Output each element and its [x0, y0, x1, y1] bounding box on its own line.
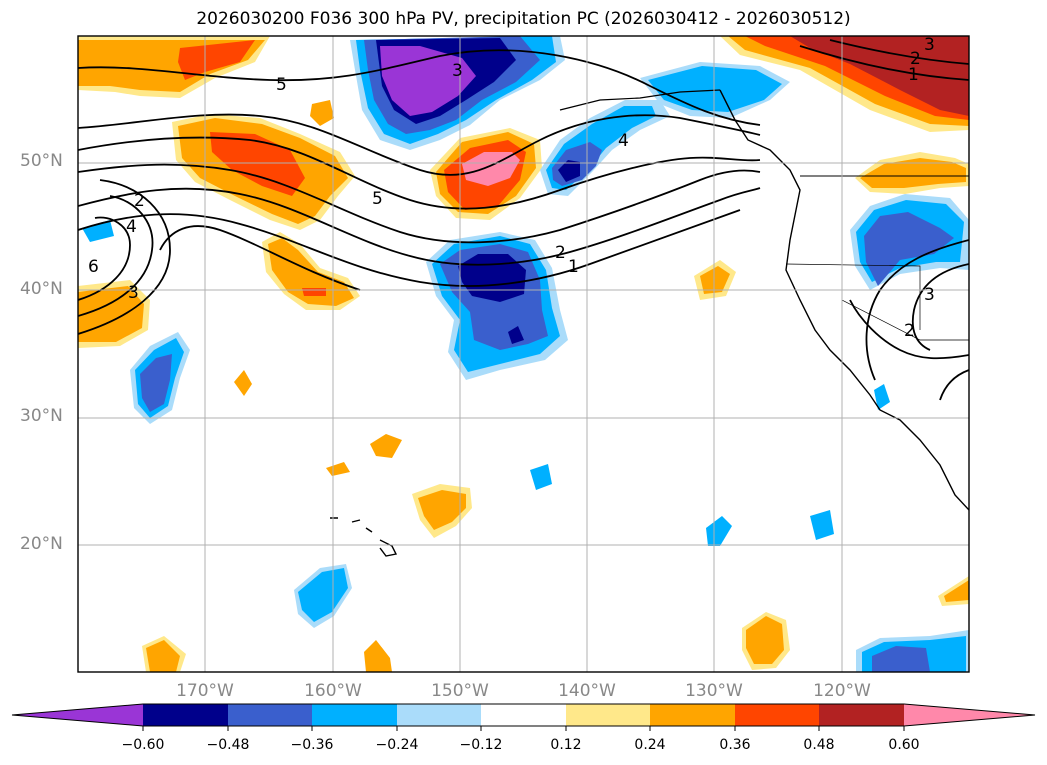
colorbar-extend-low [12, 704, 143, 726]
coastline [719, 89, 969, 511]
lat-label-20n: 20°N [20, 534, 63, 554]
anomaly-170w-blue [140, 354, 172, 412]
anomaly-165w-red [210, 132, 305, 196]
colorbar-swatch [735, 704, 819, 726]
anomaly-spot-a [234, 370, 252, 396]
anomaly-132w-orange [700, 266, 730, 294]
colorbar [11, 703, 1036, 731]
lon-label-170w: 170°W [176, 681, 234, 701]
contour-label: 2 [904, 321, 915, 341]
pv-contours [78, 39, 969, 401]
border-state-2 [785, 263, 921, 330]
colorbar-swatch [566, 704, 650, 726]
anomaly-small-orange [310, 100, 334, 126]
anomaly-162w-red [302, 288, 326, 296]
contour-label: 1 [908, 65, 919, 85]
anomaly-cold-spot-c [810, 510, 834, 540]
colorbar-tick-label: 0.36 [719, 737, 751, 753]
lon-label-150w: 150°W [431, 681, 489, 701]
contour-label: 4 [126, 217, 137, 237]
contour-label: 5 [372, 189, 383, 209]
anomaly-spot-b [370, 434, 402, 458]
anomaly-cold-spot-b [706, 516, 732, 546]
colorbar-tick-label: 0.60 [888, 737, 920, 753]
contour-label: 4 [618, 131, 629, 151]
anomaly-cold-spot-a [530, 464, 552, 490]
colorbar-tick-label: 0.48 [803, 737, 835, 753]
map-title: 2026030200 F036 300 hPa PV, precipitatio… [196, 9, 851, 29]
colorbar-tick-label: −0.12 [459, 737, 503, 753]
anomaly-nw-red [178, 40, 255, 80]
anomaly-se-blue [872, 646, 930, 672]
colorbar-swatch [228, 704, 312, 726]
precipitation-shading [78, 36, 969, 672]
anomaly-se-orange [944, 580, 969, 602]
colorbar-swatch [312, 704, 397, 726]
contour-label: 3 [128, 283, 139, 303]
colorbar-swatch [819, 704, 904, 726]
colorbar-tick-label: −0.48 [206, 737, 250, 753]
gridlines [78, 36, 969, 672]
anomaly-us-blue [864, 212, 954, 286]
lon-label-120w: 120°W [813, 681, 871, 701]
contour-label: 2 [555, 243, 566, 263]
anomaly-na-orange [860, 158, 966, 188]
colorbar-ticks [142, 726, 905, 731]
lon-label-160w: 160°W [304, 681, 362, 701]
lat-label-30n: 30°N [20, 406, 63, 426]
colorbar-swatch [143, 704, 228, 726]
colorbar-extend-high [904, 704, 1035, 726]
contour-label: 2 [910, 49, 921, 69]
anomaly-sw-orange [146, 640, 180, 672]
contour-label: 5 [276, 75, 287, 95]
colorbar-tick-label: 0.24 [634, 737, 666, 753]
hawaii-islands [330, 517, 398, 557]
contour-label: 2 [134, 191, 145, 211]
anomaly-spot-c [326, 462, 350, 476]
anomaly-156w-orange [364, 640, 392, 672]
contour-label-group: 5 5 4 3 3 2 2 1 1 2 6 4 3 3 2 [88, 35, 935, 341]
anomaly-15n-cyan [298, 568, 348, 622]
contour-label: 3 [452, 61, 463, 81]
lon-label-130w: 130°W [685, 681, 743, 701]
contour-label: 3 [924, 285, 935, 305]
anomaly-145w-navy-small [508, 326, 524, 344]
anomaly-cold-spot-e [82, 220, 114, 242]
colorbar-swatch [650, 704, 735, 726]
anomaly-148w-pink [462, 152, 520, 186]
contour-label: 3 [924, 35, 935, 55]
lat-label-50n: 50°N [20, 151, 63, 171]
anomaly-140w-navy [558, 160, 580, 182]
anomaly-north-purple [380, 46, 476, 116]
lat-label-40n: 40°N [20, 279, 63, 299]
colorbar-swatch [397, 704, 481, 726]
contour-label: 1 [568, 257, 579, 277]
colorbar-swatch [481, 704, 566, 726]
colorbar-tick-label: −0.60 [121, 737, 165, 753]
lon-label-140w: 140°W [558, 681, 616, 701]
colorbar-tick-label: −0.24 [375, 737, 419, 753]
anomaly-24n-orange [418, 490, 466, 530]
contour-label: 6 [88, 257, 99, 277]
anomaly-south-orange [746, 616, 784, 664]
colorbar-tick-label: −0.36 [290, 737, 334, 753]
colorbar-tick-label: 0.12 [550, 737, 582, 753]
map-frame [77, 35, 970, 673]
anomaly-cold-spot-d [874, 384, 890, 410]
